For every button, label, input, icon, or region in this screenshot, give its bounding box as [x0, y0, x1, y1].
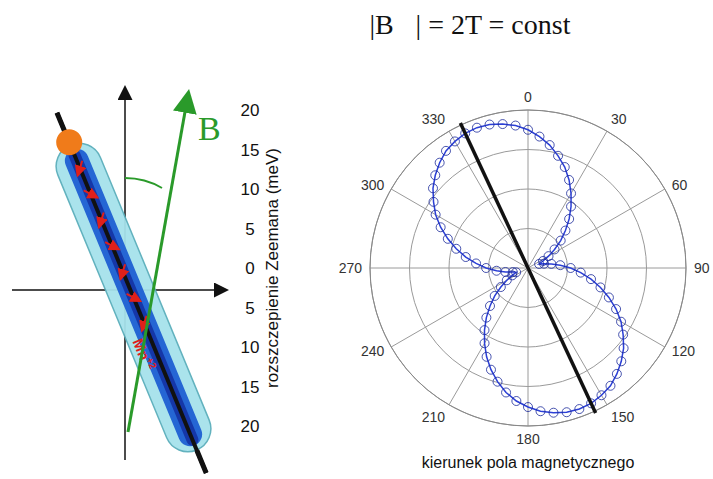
- svg-text:10: 10: [241, 180, 260, 199]
- svg-text:10: 10: [241, 338, 260, 357]
- svg-text:30: 30: [611, 111, 627, 127]
- svg-text:5: 5: [245, 299, 254, 318]
- svg-text:0: 0: [524, 89, 532, 105]
- svg-text:150: 150: [611, 409, 635, 425]
- svg-text:210: 210: [422, 409, 446, 425]
- svg-text:15: 15: [241, 141, 260, 160]
- svg-text:90: 90: [694, 260, 710, 276]
- svg-text:20: 20: [241, 101, 260, 120]
- svg-text:180: 180: [516, 431, 540, 447]
- svg-text:20: 20: [241, 417, 260, 436]
- svg-text:270: 270: [339, 260, 363, 276]
- svg-text:5: 5: [245, 220, 254, 239]
- svg-text:300: 300: [361, 177, 385, 193]
- svg-text:kierunek pola magnetycznego: kierunek pola magnetycznego: [422, 454, 635, 471]
- svg-text:B⃗: B⃗: [198, 110, 248, 147]
- svg-text:15: 15: [241, 378, 260, 397]
- svg-text:rozszczepienie Zeemana (meV): rozszczepienie Zeemana (meV): [263, 148, 282, 388]
- svg-text:330: 330: [422, 111, 446, 127]
- svg-text:60: 60: [672, 177, 688, 193]
- svg-text:|B⃗| = 2T = const: |B⃗| = 2T = const: [370, 9, 571, 40]
- svg-text:120: 120: [672, 343, 696, 359]
- svg-text:240: 240: [361, 343, 385, 359]
- svg-text:0: 0: [245, 259, 254, 278]
- html-text:+2: +2: [144, 355, 159, 371]
- html-text:Mn: Mn: [129, 336, 154, 363]
